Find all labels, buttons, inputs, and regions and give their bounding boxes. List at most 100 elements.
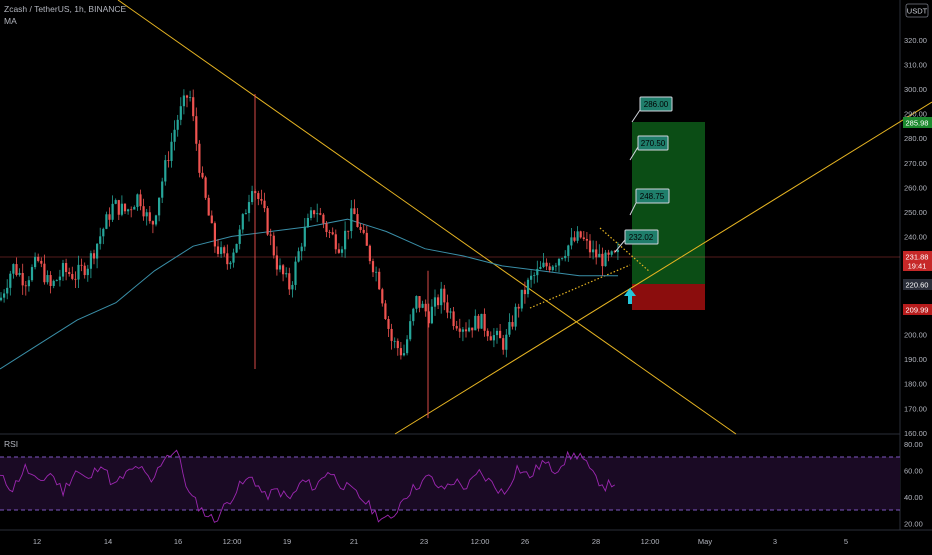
candle-body (130, 209, 133, 211)
candle-body (12, 264, 15, 274)
candle-body (173, 129, 176, 142)
candle-body (402, 353, 406, 356)
candle-body (607, 252, 610, 255)
ma-indicator-label[interactable]: MA (4, 16, 17, 26)
candle-body (288, 273, 291, 290)
candle-body (533, 275, 536, 276)
candle-body (86, 268, 89, 276)
dotted-support-line[interactable] (529, 264, 631, 309)
descending-trendline[interactable] (117, 0, 737, 435)
candle-body (291, 284, 294, 290)
candle-body (368, 245, 371, 262)
rsi-axis[interactable]: 80.00 60.00 40.00 20.00 (904, 440, 923, 529)
candle-body (557, 258, 561, 266)
candle-body (517, 306, 520, 309)
candle-body (526, 279, 530, 295)
target-label-4-text: 232.02 (629, 233, 654, 242)
target-label-4[interactable] (624, 229, 659, 245)
candle-body (480, 313, 483, 329)
time-axis-label: 16 (174, 537, 182, 546)
candle-body (610, 251, 613, 255)
ascending-trendline[interactable] (394, 101, 932, 435)
candle-body (306, 217, 309, 228)
candle-body (371, 261, 375, 273)
candle-body (588, 240, 592, 253)
candle-body (164, 160, 167, 182)
candle-body (365, 232, 368, 246)
price-axis-label: 260.00 (904, 183, 927, 192)
candle-body (213, 223, 216, 247)
candle-body (576, 231, 579, 241)
candle-body (27, 280, 30, 287)
rsi-label[interactable]: RSI (4, 439, 18, 449)
candle-body (344, 230, 347, 250)
candle-body (350, 208, 353, 232)
candle-body (381, 289, 384, 304)
candle-body (185, 95, 189, 98)
candle-body (514, 306, 517, 327)
up-arrow-icon[interactable] (624, 288, 636, 304)
target-label-3[interactable] (635, 188, 670, 204)
candle-body (495, 330, 499, 336)
candle-body (102, 228, 105, 237)
candle-body (536, 268, 539, 276)
time-axis-label: 21 (350, 537, 358, 546)
currency-badge[interactable] (905, 3, 929, 18)
candle-body (393, 340, 396, 342)
candle-body (396, 340, 399, 349)
candle-body (548, 266, 551, 271)
candle-body (111, 203, 114, 220)
loss-zone[interactable] (632, 284, 705, 310)
candle-body (43, 263, 46, 283)
candle-body (154, 215, 158, 225)
candle-body (427, 311, 430, 324)
candle-body (18, 272, 21, 275)
candle-body (449, 311, 452, 313)
candle-body (551, 266, 554, 271)
time-axis-label: 19 (283, 537, 291, 546)
candle-body (40, 260, 43, 264)
dotted-resistance-line[interactable] (599, 227, 651, 273)
candle-body (362, 229, 365, 233)
candle-body (92, 253, 96, 259)
candle-body (477, 315, 480, 329)
rsi-line (0, 449, 616, 523)
target-label-2[interactable] (637, 135, 669, 151)
candle-body (598, 253, 601, 258)
candle-body (486, 330, 489, 337)
candle-body (108, 214, 111, 220)
candle-body (145, 212, 148, 217)
candle-body (443, 288, 446, 303)
candle-body (117, 200, 120, 215)
candle-body (114, 200, 117, 204)
candle-body (347, 230, 350, 232)
rsi-series-line (0, 449, 616, 523)
candle-body (52, 280, 55, 286)
candle-body (226, 253, 229, 265)
candle-body (257, 193, 260, 200)
price-axis-label: 310.00 (904, 61, 927, 70)
candle-body (313, 210, 316, 215)
candle-body (77, 264, 80, 280)
target-label-1-text: 286.00 (644, 100, 669, 109)
candle-body (399, 348, 402, 356)
candle-body (461, 329, 464, 332)
target-label-1[interactable] (639, 96, 673, 112)
price-axis-label: 290.00 (904, 110, 927, 119)
candle-body (49, 275, 52, 286)
candle-body (123, 203, 127, 212)
entry-price-tag (903, 279, 932, 290)
candle-body (384, 303, 387, 320)
entry-price-tag-text: 220.60 (906, 281, 929, 290)
candle-body (9, 273, 12, 288)
candle-body (316, 213, 319, 215)
candle-body (282, 265, 285, 275)
time-axis-label: 23 (420, 537, 428, 546)
candle-body (328, 232, 331, 233)
candle-body (260, 199, 263, 201)
candle-body (567, 245, 570, 256)
time-axis[interactable]: 12 14 16 12:00 19 21 23 12:00 26 28 12:00 May 3 5 (33, 537, 848, 546)
candle-body (89, 253, 92, 269)
